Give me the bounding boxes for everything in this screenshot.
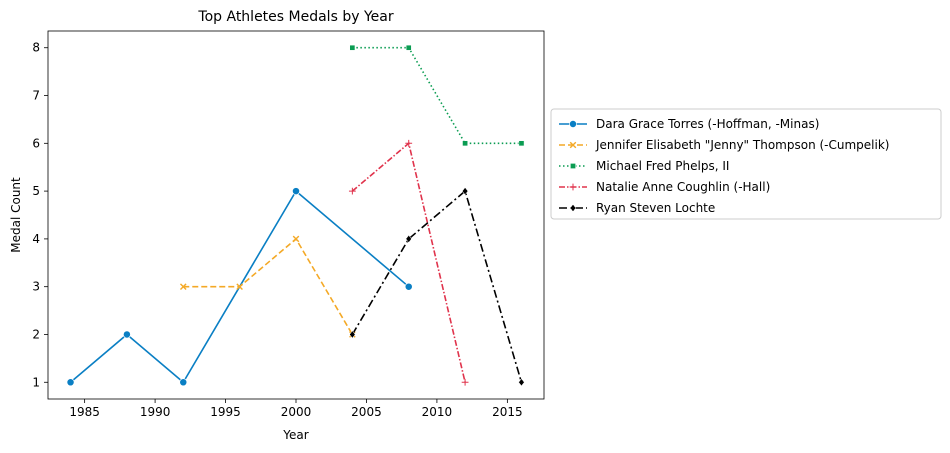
legend: Dara Grace Torres (-Hoffman, -Minas) Jenn… bbox=[550, 108, 942, 220]
data-point bbox=[349, 44, 356, 51]
x-tick-label: 2005 bbox=[351, 405, 382, 419]
y-tick-label: 5 bbox=[32, 184, 40, 198]
y-tick-label: 6 bbox=[32, 136, 40, 150]
plot-frame bbox=[47, 30, 545, 400]
legend-marker bbox=[569, 203, 577, 213]
series-line bbox=[351, 141, 466, 383]
legend-marker bbox=[569, 120, 577, 128]
data-point bbox=[405, 234, 412, 243]
data-point bbox=[518, 140, 525, 147]
series-0 bbox=[66, 187, 413, 387]
y-tick-label: 8 bbox=[32, 41, 40, 55]
legend-label: Michael Fred Phelps, II bbox=[596, 159, 729, 173]
y-tick-label: 3 bbox=[32, 280, 40, 294]
data-point bbox=[461, 187, 469, 196]
data-point bbox=[405, 139, 413, 147]
data-point bbox=[518, 378, 525, 387]
legend-label: Jennifer Elisabeth "Jenny" Thompson (-Cu… bbox=[595, 138, 889, 152]
data-point bbox=[179, 283, 187, 290]
data-point bbox=[66, 378, 75, 387]
data-point bbox=[122, 330, 131, 339]
series-2 bbox=[349, 44, 525, 147]
legend-box bbox=[550, 108, 942, 220]
data-point bbox=[404, 282, 413, 291]
x-tick-label: 1995 bbox=[210, 405, 241, 419]
x-axis-title: Year bbox=[282, 428, 308, 442]
x-tick-label: 2000 bbox=[281, 405, 312, 419]
legend-marker bbox=[570, 163, 576, 169]
data-point bbox=[179, 378, 188, 387]
x-tick-label: 2015 bbox=[492, 405, 523, 419]
x-tick-label: 2010 bbox=[422, 405, 453, 419]
y-axis-title: Medal Count bbox=[9, 177, 23, 253]
series-4 bbox=[349, 187, 525, 387]
legend-item: Ryan Steven Lochte bbox=[559, 201, 715, 215]
y-tick-label: 2 bbox=[32, 327, 40, 341]
legend-label: Ryan Steven Lochte bbox=[596, 201, 715, 215]
legend-item: Michael Fred Phelps, II bbox=[559, 159, 729, 173]
data-point bbox=[236, 283, 243, 290]
plot-area bbox=[66, 44, 525, 387]
data-point bbox=[405, 44, 412, 51]
legend-item: Dara Grace Torres (-Hoffman, -Minas) bbox=[559, 117, 819, 131]
legend-label: Dara Grace Torres (-Hoffman, -Minas) bbox=[596, 117, 819, 131]
data-point bbox=[461, 378, 469, 386]
series-line bbox=[351, 189, 523, 383]
x-tick-label: 1985 bbox=[69, 405, 100, 419]
data-point bbox=[462, 140, 468, 147]
x-axis: 1985 1990 1995 2000 2005 2010 2015 bbox=[69, 399, 523, 419]
series-line bbox=[183, 237, 354, 335]
data-point bbox=[292, 235, 300, 243]
y-axis: 1 2 3 4 5 6 7 8 bbox=[32, 41, 48, 389]
legend-item: Natalie Anne Coughlin (-Hall) bbox=[559, 180, 770, 194]
y-tick-label: 4 bbox=[32, 232, 40, 246]
y-tick-label: 7 bbox=[32, 89, 40, 103]
y-tick-label: 1 bbox=[32, 375, 40, 389]
series-3 bbox=[348, 139, 469, 386]
data-point bbox=[348, 187, 356, 195]
data-point bbox=[349, 330, 356, 339]
series-line bbox=[352, 46, 522, 145]
legend-marker bbox=[569, 141, 577, 149]
legend-label: Natalie Anne Coughlin (-Hall) bbox=[596, 180, 770, 194]
legend-marker bbox=[569, 183, 577, 191]
x-tick-label: 1990 bbox=[140, 405, 171, 419]
chart-title: Top Athletes Medals by Year bbox=[197, 9, 393, 25]
data-point bbox=[292, 187, 300, 196]
legend-item: Jennifer Elisabeth "Jenny" Thompson (-Cu… bbox=[559, 138, 889, 152]
series-1 bbox=[179, 235, 356, 338]
